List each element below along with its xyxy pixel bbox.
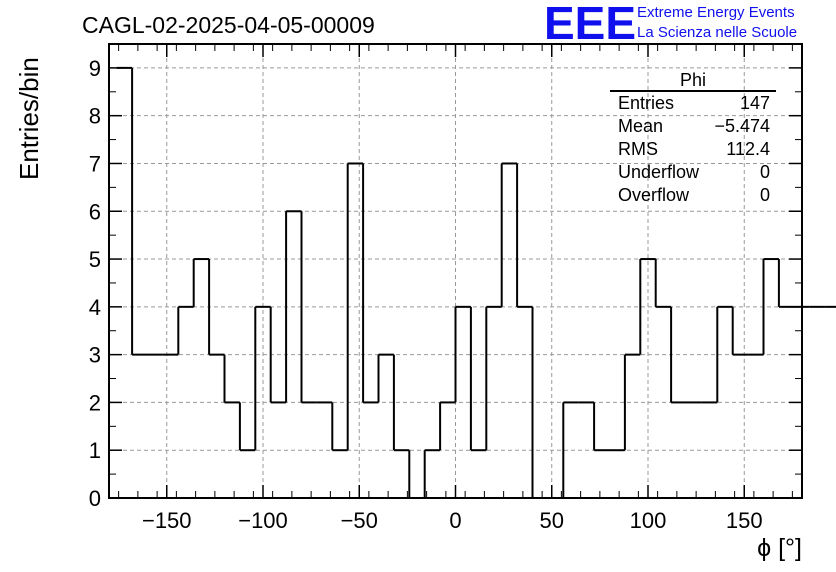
y-tick-label: 5 <box>89 247 101 272</box>
stats-row-overflow: Overflow 0 <box>610 184 776 207</box>
y-tick-label: 8 <box>89 104 101 129</box>
y-tick-label: 0 <box>89 486 101 511</box>
stats-value: 147 <box>739 93 770 113</box>
stats-row-rms: RMS 112.4 <box>610 138 776 161</box>
x-tick-label: −150 <box>142 508 192 533</box>
x-tick-label: −100 <box>238 508 288 533</box>
stats-value: 0 <box>759 162 770 182</box>
stats-row-entries: Entries 147 <box>610 92 776 115</box>
y-tick-label: 6 <box>89 199 101 224</box>
stats-value: 112.4 <box>726 139 770 159</box>
logo-line-1: Extreme Energy Events <box>637 4 795 21</box>
y-tick-label: 9 <box>89 56 101 81</box>
y-tick-label: 2 <box>89 390 101 415</box>
stats-label: RMS <box>618 139 658 159</box>
y-tick-label: 3 <box>89 343 101 368</box>
stats-box: Phi Entries 147 Mean −5.474 RMS 112.4 Un… <box>610 70 776 207</box>
stats-value: −5.474 <box>714 116 770 136</box>
eee-logo: EEE <box>544 0 637 49</box>
stats-row-underflow: Underflow 0 <box>610 161 776 184</box>
chart-title: CAGL-02-2025-04-05-00009 <box>82 12 375 38</box>
stats-row-mean: Mean −5.474 <box>610 115 776 138</box>
y-tick-label: 4 <box>89 295 101 320</box>
logo-line-2: La Scienza nelle Scuole <box>637 24 798 41</box>
x-tick-label: 100 <box>630 508 667 533</box>
x-tick-label: −50 <box>341 508 378 533</box>
stats-label: Overflow <box>618 185 690 205</box>
logo-text: Extreme Energy Events La Scienza nelle S… <box>637 3 797 43</box>
x-tick-label: 0 <box>449 508 461 533</box>
stats-label: Underflow <box>618 162 700 182</box>
stats-label: Entries <box>618 93 675 113</box>
y-axis-label: Entries/bin <box>14 57 44 180</box>
x-tick-label: 50 <box>540 508 564 533</box>
y-tick-label: 7 <box>89 151 101 176</box>
stats-value: 0 <box>759 185 770 205</box>
stats-title: Phi <box>610 70 776 92</box>
x-tick-label: 150 <box>726 508 763 533</box>
y-tick-label: 1 <box>89 438 101 463</box>
stats-label: Mean <box>618 116 664 136</box>
x-axis-label: ϕ [°] <box>757 534 802 562</box>
